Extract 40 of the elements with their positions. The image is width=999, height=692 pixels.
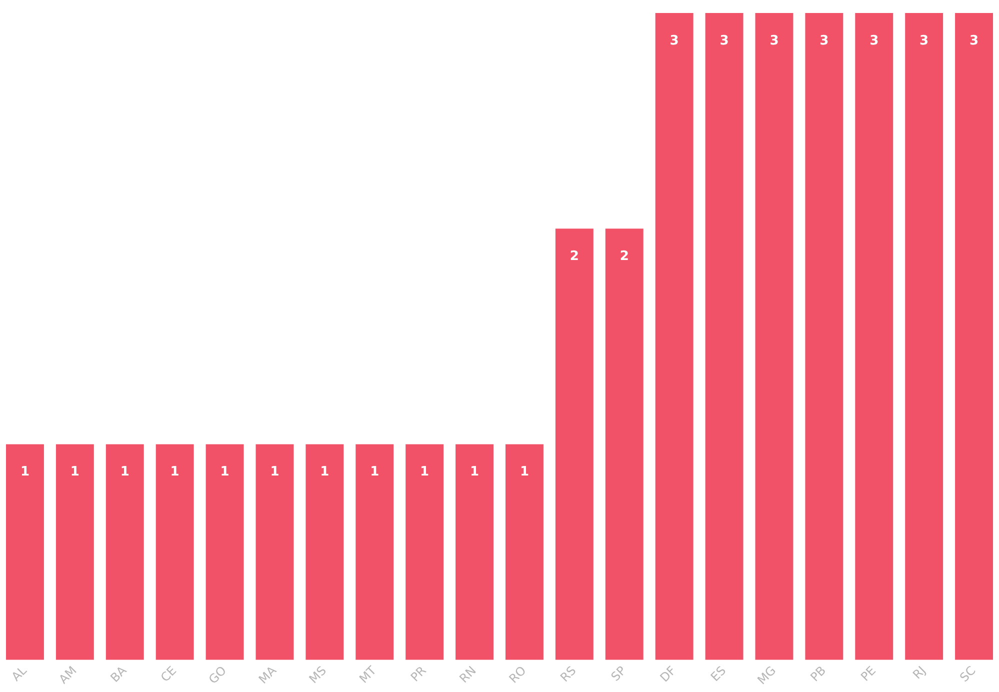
x-tick-label: RO xyxy=(506,663,529,686)
x-tick-label: AM xyxy=(56,663,80,686)
x-tick-label: GO xyxy=(206,663,230,687)
x-tick-label: MA xyxy=(256,662,280,686)
data-label: 2 xyxy=(620,249,629,264)
data-label: 3 xyxy=(770,33,779,48)
x-tick-label: PB xyxy=(808,663,829,684)
data-label: 1 xyxy=(70,464,80,480)
x-tick-label: RS xyxy=(558,663,579,685)
data-label: 1 xyxy=(470,464,480,480)
x-tick-label: PR xyxy=(408,663,429,684)
x-tick-label: MS xyxy=(306,663,330,686)
data-label: 1 xyxy=(170,464,180,480)
x-tick-label: DF xyxy=(657,663,679,685)
x-tick-label: PE xyxy=(858,663,878,684)
data-label: 1 xyxy=(420,464,430,480)
data-label: 1 xyxy=(370,464,380,480)
x-tick-label: CE xyxy=(158,663,180,685)
data-label: 3 xyxy=(670,33,679,48)
x-tick-label: AL xyxy=(8,663,30,684)
data-label: 2 xyxy=(570,249,579,264)
data-label: 1 xyxy=(270,464,280,480)
data-label: 1 xyxy=(120,464,130,480)
x-tick-label: MG xyxy=(754,663,779,688)
data-label: 3 xyxy=(970,33,979,48)
x-tick-label: RN xyxy=(456,663,479,686)
data-label: 1 xyxy=(320,464,330,480)
data-label: 3 xyxy=(870,33,879,48)
x-tick-label: SC xyxy=(957,663,978,685)
data-label: 1 xyxy=(220,464,230,480)
data-label: 1 xyxy=(20,464,30,480)
data-label: 1 xyxy=(520,464,529,480)
data-label: 3 xyxy=(720,33,729,48)
x-tick-label: SP xyxy=(608,663,629,684)
x-tick-label: RJ xyxy=(910,663,928,682)
x-tick-label: MT xyxy=(356,662,380,686)
data-label: 3 xyxy=(920,33,929,48)
x-tick-label: ES xyxy=(708,663,729,684)
data-label: 3 xyxy=(820,33,829,48)
x-tick-label: BA xyxy=(108,662,130,685)
